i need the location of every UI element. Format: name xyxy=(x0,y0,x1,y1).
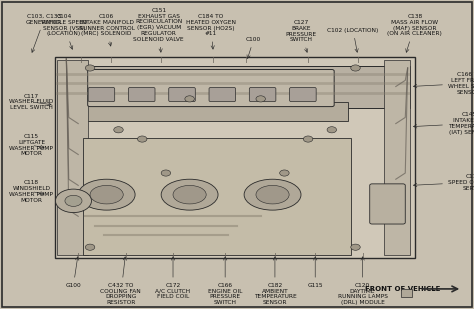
Circle shape xyxy=(185,96,194,102)
Text: C115
LIFTGATE
WASHER PUMP
MOTOR: C115 LIFTGATE WASHER PUMP MOTOR xyxy=(9,134,54,156)
Text: C182
AMBIENT
TEMPERATURE
SENSOR: C182 AMBIENT TEMPERATURE SENSOR xyxy=(254,257,296,305)
Circle shape xyxy=(137,136,147,142)
Text: G100: G100 xyxy=(65,257,82,288)
Ellipse shape xyxy=(256,185,289,204)
Text: C120
DAYTIME
RUNNING LAMPS
(DRL) MODULE: C120 DAYTIME RUNNING LAMPS (DRL) MODULE xyxy=(337,257,388,305)
Text: C104
VEHICLE SPEED
SENSOR (VSS)
(LOCATION): C104 VEHICLE SPEED SENSOR (VSS) (LOCATIO… xyxy=(41,14,87,49)
Text: C151
EXHAUST GAS
RECIRCULATION
(EGR) VACUUM
REGULATOR
SOLENOID VALVE: C151 EXHAUST GAS RECIRCULATION (EGR) VAC… xyxy=(134,8,184,52)
Bar xyxy=(401,289,412,297)
Text: C166
ENGINE OIL
PRESSURE
SWITCH: C166 ENGINE OIL PRESSURE SWITCH xyxy=(208,257,242,305)
Text: C127
BRAKE
PRESSURE
SWITCH: C127 BRAKE PRESSURE SWITCH xyxy=(285,20,317,52)
Ellipse shape xyxy=(161,179,218,210)
Text: C106
INTAKE MANIFOLD
RUNNER CONTROL
(MRC) SOLENOID: C106 INTAKE MANIFOLD RUNNER CONTROL (MRC… xyxy=(79,14,135,46)
Text: C117
WASHER FLUID
LEVEL SWITCH: C117 WASHER FLUID LEVEL SWITCH xyxy=(9,94,54,110)
Circle shape xyxy=(114,127,123,133)
Bar xyxy=(83,138,351,255)
Text: C118
WINDSHIELD
WASHER PUMP
MOTOR: C118 WINDSHIELD WASHER PUMP MOTOR xyxy=(9,180,54,203)
Bar xyxy=(384,60,410,255)
Circle shape xyxy=(161,170,171,176)
Circle shape xyxy=(327,127,337,133)
Circle shape xyxy=(351,244,360,250)
Circle shape xyxy=(55,189,91,213)
FancyBboxPatch shape xyxy=(128,87,155,102)
Text: FRONT OF VEHICLE: FRONT OF VEHICLE xyxy=(365,286,441,292)
Circle shape xyxy=(85,244,95,250)
Circle shape xyxy=(65,195,82,206)
Bar xyxy=(57,60,88,255)
FancyBboxPatch shape xyxy=(169,87,195,102)
Circle shape xyxy=(303,136,313,142)
Circle shape xyxy=(280,170,289,176)
FancyBboxPatch shape xyxy=(88,70,334,107)
FancyBboxPatch shape xyxy=(88,87,115,102)
Text: G115: G115 xyxy=(308,257,323,288)
Bar xyxy=(59,66,410,108)
Bar xyxy=(55,57,415,258)
Ellipse shape xyxy=(244,179,301,210)
Text: C166 TO
LEFT FRONT
WHEEL SPEED
SENSOR: C166 TO LEFT FRONT WHEEL SPEED SENSOR xyxy=(413,72,474,95)
Text: C172
A/C CLUTCH
FIELD COIL: C172 A/C CLUTCH FIELD COIL xyxy=(155,257,191,299)
Text: C184 TO
HEATED OXYGEN
SENSOR (HO2S)
#11: C184 TO HEATED OXYGEN SENSOR (HO2S) #11 xyxy=(186,14,236,49)
FancyBboxPatch shape xyxy=(209,87,236,102)
Ellipse shape xyxy=(173,185,206,204)
Ellipse shape xyxy=(90,185,123,204)
Text: C100: C100 xyxy=(246,37,261,58)
Text: C103, C133
GENERATOR: C103, C133 GENERATOR xyxy=(26,14,62,52)
Text: C102 (LOCATION): C102 (LOCATION) xyxy=(328,28,379,52)
Circle shape xyxy=(351,65,360,71)
FancyBboxPatch shape xyxy=(290,87,316,102)
Text: C116
SPEED CONTROL
SERVO: C116 SPEED CONTROL SERVO xyxy=(413,174,474,191)
Circle shape xyxy=(256,96,265,102)
Text: C138
MASS AIR FLOW
(MAF) SENSOR
(ON AIR CLEANER): C138 MASS AIR FLOW (MAF) SENSOR (ON AIR … xyxy=(387,14,442,52)
Circle shape xyxy=(85,65,95,71)
Bar xyxy=(83,102,348,121)
Text: C432 TO
COOLING FAN
DROPPING
RESISTOR: C432 TO COOLING FAN DROPPING RESISTOR xyxy=(100,257,141,305)
Text: C145
INTAKE AIR
TEMPERATURE
(IAT) SENSOR: C145 INTAKE AIR TEMPERATURE (IAT) SENSOR xyxy=(413,112,474,135)
FancyBboxPatch shape xyxy=(370,184,405,224)
Ellipse shape xyxy=(78,179,135,210)
FancyBboxPatch shape xyxy=(249,87,276,102)
